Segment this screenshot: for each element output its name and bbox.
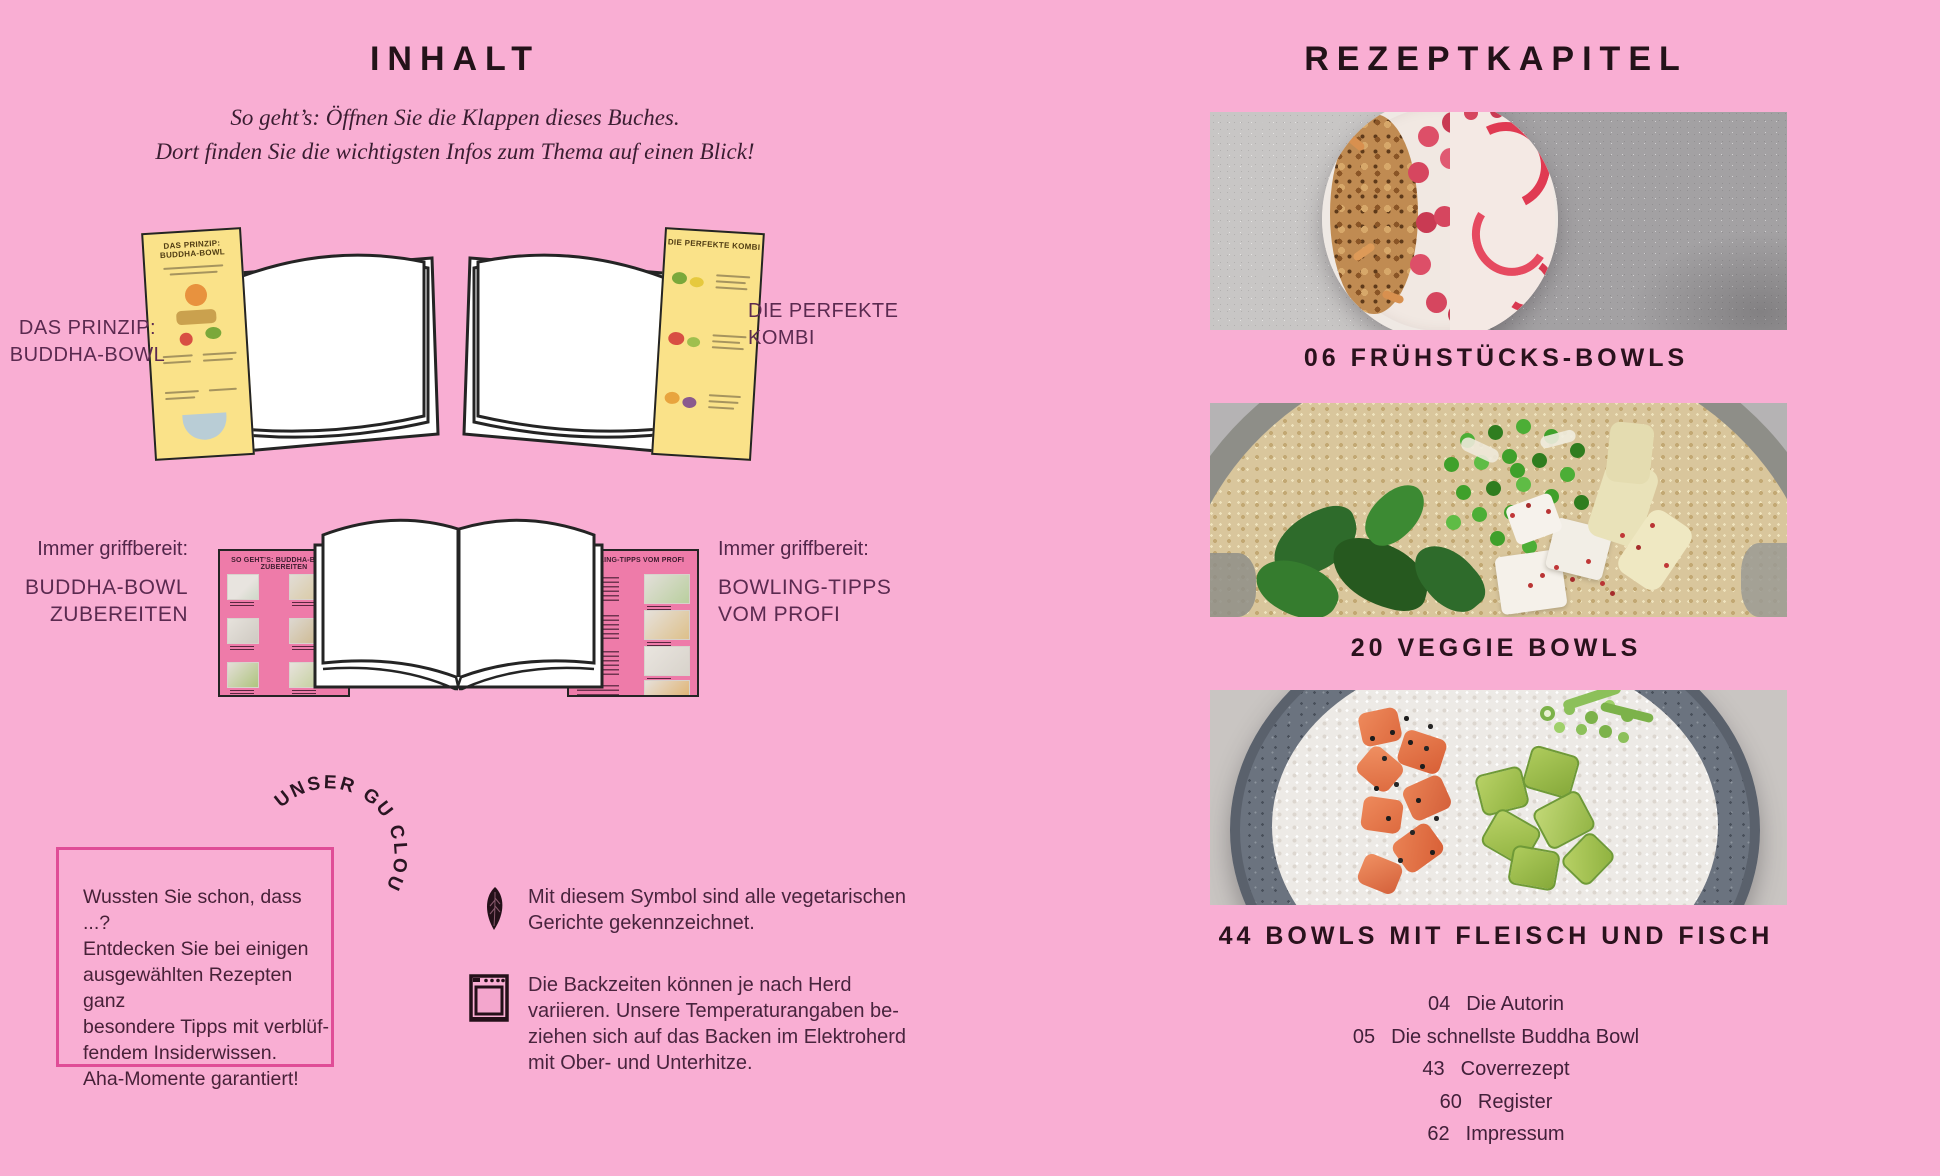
chapter-label-fruehstuecks-bowls: 06 FRÜHSTÜCKS-BOWLS xyxy=(1303,344,1689,372)
book1-label: DAS PRINZIP: BUDDHA-BOWL xyxy=(0,315,175,369)
toc-page-number: 60 xyxy=(1439,1090,1462,1113)
toc-label: Register xyxy=(1477,1090,1553,1113)
chapter-label-veggie-bowls: 20 VEGGIE BOWLS xyxy=(1350,634,1642,662)
toc-label: Impressum xyxy=(1465,1123,1565,1145)
toc-entry: 43 Coverrezept xyxy=(1196,1053,1796,1086)
tip-line: Entdecken Sie bei einigen xyxy=(83,938,309,960)
book3-right-label: Immer griffbereit: BOWLING-TIPPS VOM PRO… xyxy=(718,536,948,628)
open-book-pages xyxy=(305,505,612,701)
book2-label-line2: KOMBI xyxy=(748,327,815,349)
tip-box: Wussten Sie schon, dass ...? Entdecken S… xyxy=(56,847,334,1090)
book-illustration-perfekte-kombi: DIE PERFEKTE KOMBI xyxy=(462,222,767,472)
chili-flakes xyxy=(1540,573,1545,578)
book-illustration-griffbereit: SO GEHT’S: BUDDHA-BOWLS ZUBEREITEN BOWLI… xyxy=(215,505,702,701)
tip-line: fendem Insiderwissen. xyxy=(83,1042,278,1064)
toc-entry: 60 Register xyxy=(1196,1086,1796,1119)
legend-veggie-text: Mit diesem Symbol sind alle vegetarische… xyxy=(528,884,948,936)
yogurt xyxy=(1450,112,1555,330)
right-label-intro: Immer griffbereit: xyxy=(718,538,869,560)
book1-label-line2: BUDDHA-BOWL xyxy=(9,344,166,366)
leaf-icon xyxy=(487,887,503,930)
book3-left-label: Immer griffbereit: BUDDHA-BOWL ZUBEREITE… xyxy=(0,536,188,628)
tip-line: Aha-Momente garantiert! xyxy=(83,1068,299,1090)
toc-label: Die Autorin xyxy=(1466,993,1565,1015)
page-title-rezeptkapitel: REZEPTKAPITEL xyxy=(1304,40,1688,78)
arc-text-unser-gu-clou: UNSER GU CLOU xyxy=(271,772,408,895)
chapter-label-fleisch-fisch-bowls: 44 BOWLS MIT FLEISCH UND FISCH xyxy=(1218,922,1774,950)
open-book-pages xyxy=(140,222,445,472)
photo-breakfast-bowl xyxy=(1210,112,1787,330)
flap-title: BOWLING-TIPPS VOM PROFI xyxy=(581,557,685,564)
legend-oven-text: Die Backzeiten können je nach Herd varii… xyxy=(528,972,988,1076)
toc-page-number: 43 xyxy=(1422,1058,1445,1080)
toc-entry: 05 Die schnellste Buddha Bowl xyxy=(1196,1021,1796,1054)
sesame xyxy=(1390,730,1395,735)
right-label-line1: BOWLING-TIPPS xyxy=(718,576,892,599)
oven-icon xyxy=(469,974,509,1022)
legend-oven-line3: ziehen sich auf das Backen im Elektroher… xyxy=(528,1026,906,1048)
tip-line: besondere Tipps mit verblüf- xyxy=(83,1016,330,1038)
toc-page-number: 04 xyxy=(1427,993,1451,1015)
toc-label: Coverrezept xyxy=(1460,1058,1570,1080)
book2-label-line1: DIE PERFEKTE xyxy=(748,300,899,322)
photo-veggie-bowl xyxy=(1210,403,1787,617)
toc-entry: 62 Impressum xyxy=(1196,1118,1796,1151)
book1-label-line1: DAS PRINZIP: xyxy=(18,317,157,339)
photo-meat-fish-bowl xyxy=(1210,690,1787,905)
tip-line: Wussten Sie schon, dass ...? xyxy=(83,886,302,934)
breakfast-bowl xyxy=(1322,112,1558,330)
raspberries xyxy=(1434,206,1455,227)
toc-page-number: 05 xyxy=(1352,1025,1376,1048)
toc-label: Die schnellste Buddha Bowl xyxy=(1391,1025,1640,1048)
flap-title: SO GEHT’S: BUDDHA-BOWLS ZUBEREITEN xyxy=(231,557,337,571)
right-label-line2: VOM PROFI xyxy=(718,603,841,626)
page-title-inhalt: INHALT xyxy=(369,40,541,78)
left-label-line1: BUDDHA-BOWL xyxy=(24,576,188,599)
legend-oven-line2: variieren. Unsere Temperaturangaben be- xyxy=(528,1000,899,1022)
page-toc-list: 04 Die Autorin 05 Die schnellste Buddha Bo… xyxy=(1196,988,1796,1151)
legend-oven-line1: Die Backzeiten können je nach Herd xyxy=(528,974,852,996)
toc-page-number: 62 xyxy=(1427,1123,1450,1145)
legend-veggie-line2: Gerichte gekennzeichnet. xyxy=(528,912,755,934)
flap-title: DAS PRINZIP: BUDDHA-BOWL xyxy=(159,238,226,261)
book-illustration-das-prinzip: DAS PRINZIP: BUDDHA-BOWL xyxy=(140,222,445,472)
book2-label: DIE PERFEKTE KOMBI xyxy=(748,298,968,352)
left-label-line2: ZUBEREITEN xyxy=(49,603,188,626)
peas xyxy=(1510,463,1525,478)
toc-entry: 04 Die Autorin xyxy=(1196,988,1796,1021)
tip-line: ausgewählten Rezepten ganz xyxy=(83,964,293,1012)
left-label-intro: Immer griffbereit: xyxy=(37,538,188,560)
legend-oven-line4: mit Ober- und Unterhitze. xyxy=(528,1052,753,1074)
open-book-pages xyxy=(462,222,767,472)
legend-veggie-line1: Mit diesem Symbol sind alle vegetarische… xyxy=(528,886,906,908)
granola xyxy=(1330,114,1418,314)
intro-line-2: Dort finden Sie die wichtigsten Infos zu… xyxy=(155,139,755,164)
intro-line-1: So geht’s: Öffnen Sie die Klappen dieses… xyxy=(230,105,680,130)
flap-title: DIE PERFEKTE KOMBI xyxy=(667,237,761,253)
